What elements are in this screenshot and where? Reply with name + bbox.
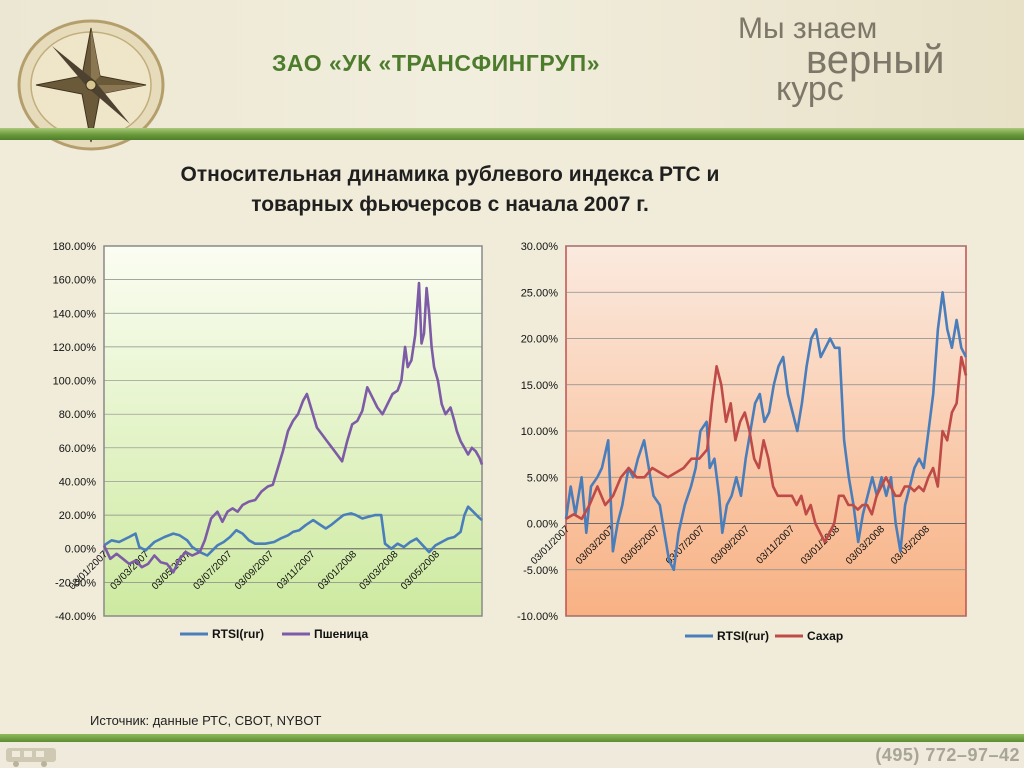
series-line-1 [564,291,968,572]
series-line-2 [102,281,484,574]
title-line-2: товарных фьючерсов с начала 2007 г. [251,193,649,216]
y-tick-label: 20.00% [59,510,97,522]
y-tick-label: 5.00% [527,472,558,484]
legend-label-1: RTSI(rur) [212,627,264,641]
sugar-rtsi-chart: 30.00% 25.00% 20.00% 15.00% 10.00% 5.00% 0.00%… [517,241,968,643]
page-title: Относительная динамика рублевого индекса… [140,160,760,220]
wheat-rtsi-chart: 180.00% 160.00% 140.00% 120.00% 100.00% 80.00… [53,241,484,641]
y-tick-label: -20.00% [55,577,96,589]
y-tick-label: 40.00% [59,476,97,488]
y-tick-label: 180.00% [53,241,97,253]
footer-divider [0,734,1024,742]
y-tick-label: 0.00% [65,544,96,556]
slogan-line-1: Мы знаем [738,12,878,45]
series-line-2 [565,355,968,544]
compass-logo [17,19,165,151]
series-line-1 [103,505,483,557]
header-divider [0,128,1024,140]
y-tick-label: -5.00% [523,565,558,577]
y-tick-label: 25.00% [521,287,559,299]
slogan-line-2: верный [806,38,945,82]
slogan-line-3: курс [776,70,844,108]
y-tick-label: 100.00% [53,376,97,388]
header [0,0,1024,128]
y-tick-label: 60.00% [59,443,97,455]
legend-label-1: RTSI(rur) [717,629,769,643]
legend-label-2: Сахар [807,629,843,643]
y-tick-label: 10.00% [521,426,559,438]
y-tick-label: 30.00% [521,241,559,253]
source-note: Источник: данные РТС, CBOT, NYBOT [90,713,322,728]
y-tick-label: 140.00% [53,308,97,320]
y-tick-label: 160.00% [53,275,97,287]
company-name: ЗАО «УК «ТРАНСФИНГРУП» [272,50,600,76]
y-tick-label: 120.00% [53,342,97,354]
y-tick-label: 15.00% [521,380,559,392]
y-tick-label: -10.00% [517,611,558,623]
legend-label-2: Пшеница [314,627,368,641]
y-tick-label: 20.00% [521,334,559,346]
train-logo [6,748,56,767]
y-tick-label: 80.00% [59,409,97,421]
phone-number: (495) 772–97–42 [875,745,1020,765]
title-line-1: Относительная динамика рублевого индекса… [180,163,720,186]
y-tick-label: 0.00% [527,519,558,531]
y-tick-label: -40.00% [55,611,96,623]
footer [0,742,1024,768]
